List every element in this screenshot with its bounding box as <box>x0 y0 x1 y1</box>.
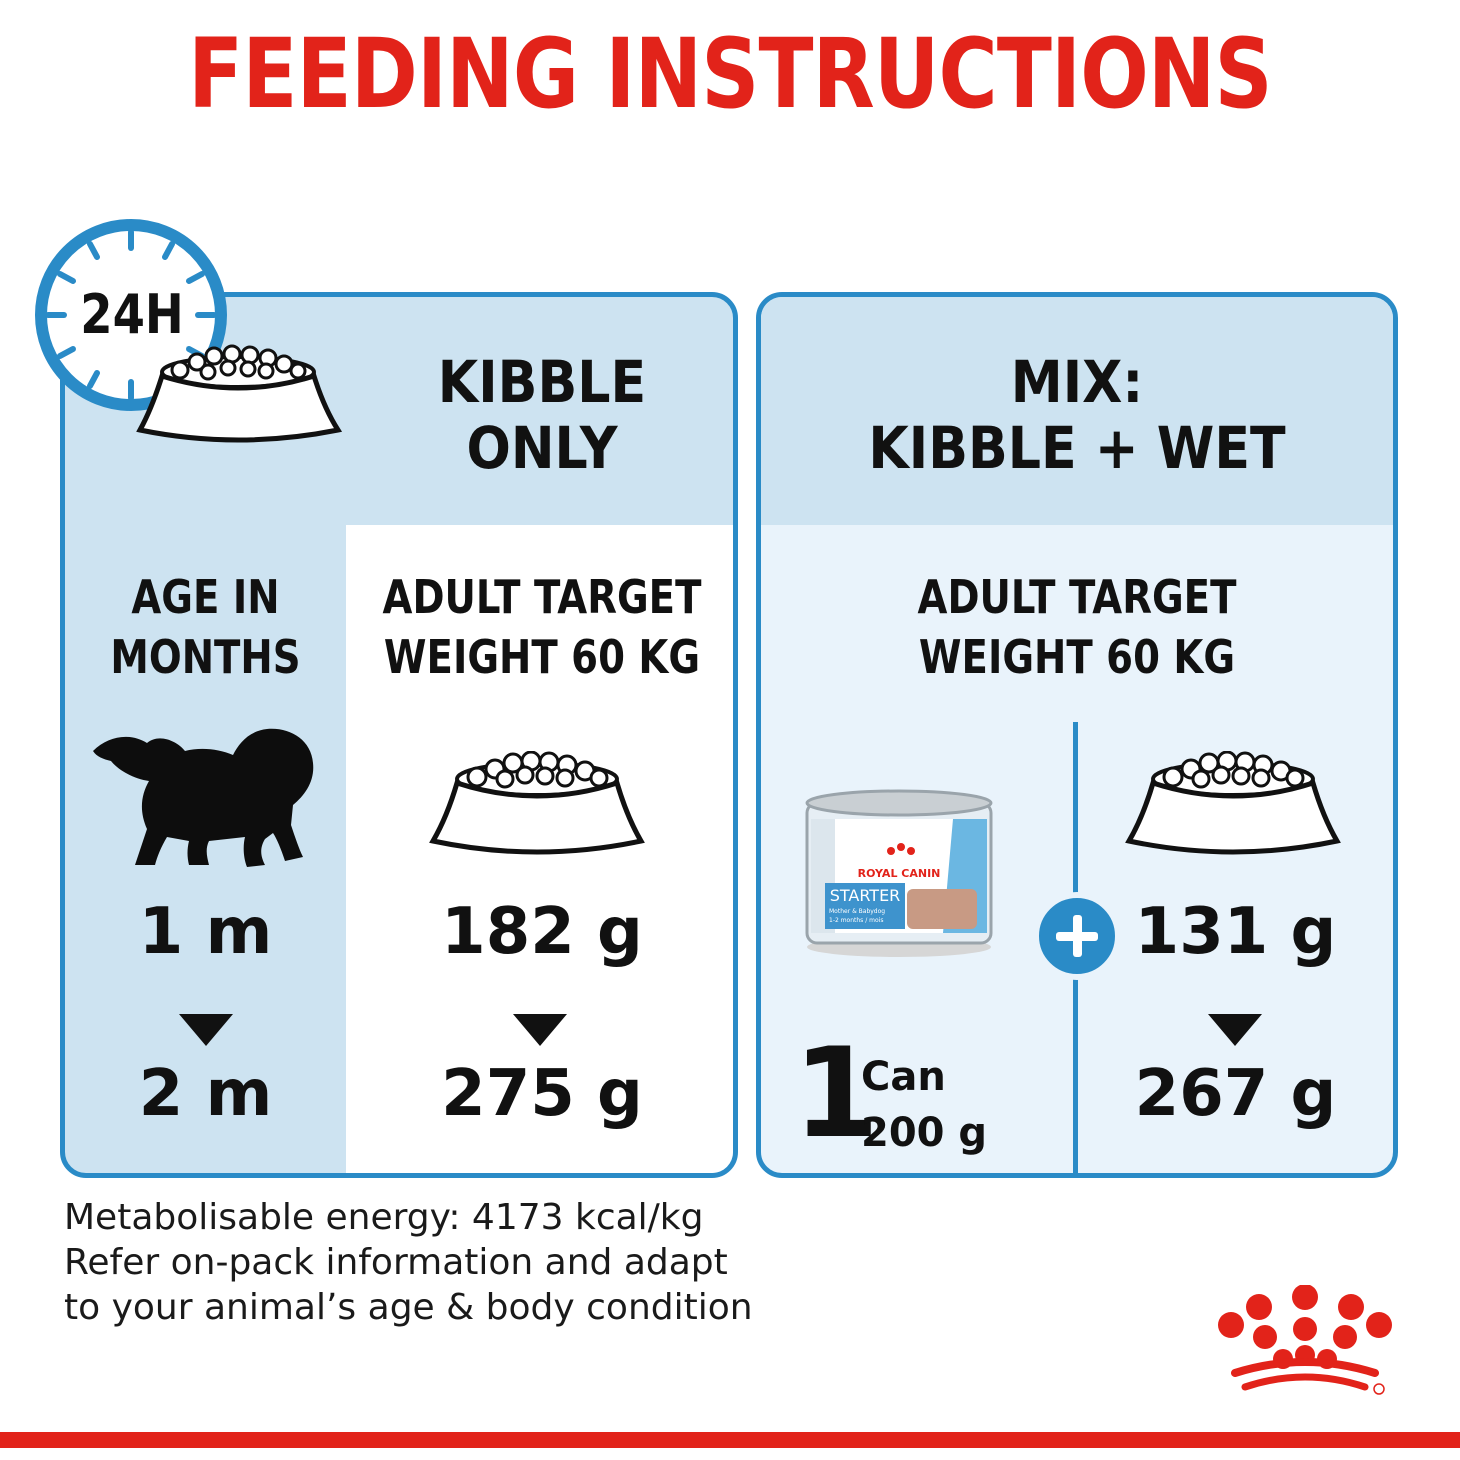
age-arrow-icon <box>179 1014 233 1046</box>
plus-icon <box>1033 892 1121 980</box>
royal-canin-crown-logo <box>1218 1285 1392 1395</box>
kibble-bowl-icon <box>136 344 343 443</box>
puppy-silhouette-icon <box>93 728 314 867</box>
can-details: Can 200 g <box>861 1054 988 1156</box>
wet-food-can-icon: ROYAL CANIN STARTER Mother & Babydog 1-2… <box>805 789 993 957</box>
kibble-amount-to: 275 g <box>441 1057 643 1131</box>
clock-icon <box>35 219 227 411</box>
can-product-sub-text: Mother & Babydog <box>829 908 885 915</box>
target-weight-header: ADULT TARGET WEIGHT 60 KG <box>382 570 702 684</box>
footer-note: Metabolisable energy: 4173 kcal/kg Refer… <box>64 1197 753 1328</box>
can-brand-text: ROYAL CANIN <box>858 867 941 880</box>
age-column-header: AGE IN MONTHS <box>110 570 301 684</box>
kibble-only-header: KIBBLE ONLY <box>437 348 647 482</box>
clock-label: 24H <box>80 283 184 346</box>
age-from: 1 m <box>138 895 273 969</box>
can-product-sub-text: 1-2 months / mois <box>829 917 883 924</box>
kibble-arrow-icon <box>513 1014 567 1046</box>
mix-target-weight-header: ADULT TARGET WEIGHT 60 KG <box>917 570 1237 684</box>
mix-header: MIX: KIBBLE + WET <box>868 348 1286 482</box>
kibble-amount-from: 182 g <box>441 895 643 969</box>
bottom-bar <box>0 1432 1460 1448</box>
page-title: FEEDING INSTRUCTIONS <box>188 18 1272 130</box>
age-to: 2 m <box>138 1057 273 1131</box>
kibble-bowl-icon <box>429 751 645 855</box>
can-count: 1 <box>793 1022 880 1166</box>
kibble-only-panel: KIBBLE ONLY AGE IN MONTHS ADULT TARGET W… <box>60 292 738 1178</box>
can-product-text: STARTER <box>830 886 901 905</box>
mix-panel: MIX: KIBBLE + WET ADULT TARGET WEIGHT 60… <box>756 292 1398 1178</box>
mix-kibble-amount-to: 267 g <box>1134 1057 1337 1131</box>
mix-arrow-icon <box>1208 1014 1262 1046</box>
kibble-bowl-icon <box>1125 751 1341 855</box>
mix-kibble-amount-from: 131 g <box>1134 895 1337 969</box>
mix-header-area <box>761 297 1393 525</box>
